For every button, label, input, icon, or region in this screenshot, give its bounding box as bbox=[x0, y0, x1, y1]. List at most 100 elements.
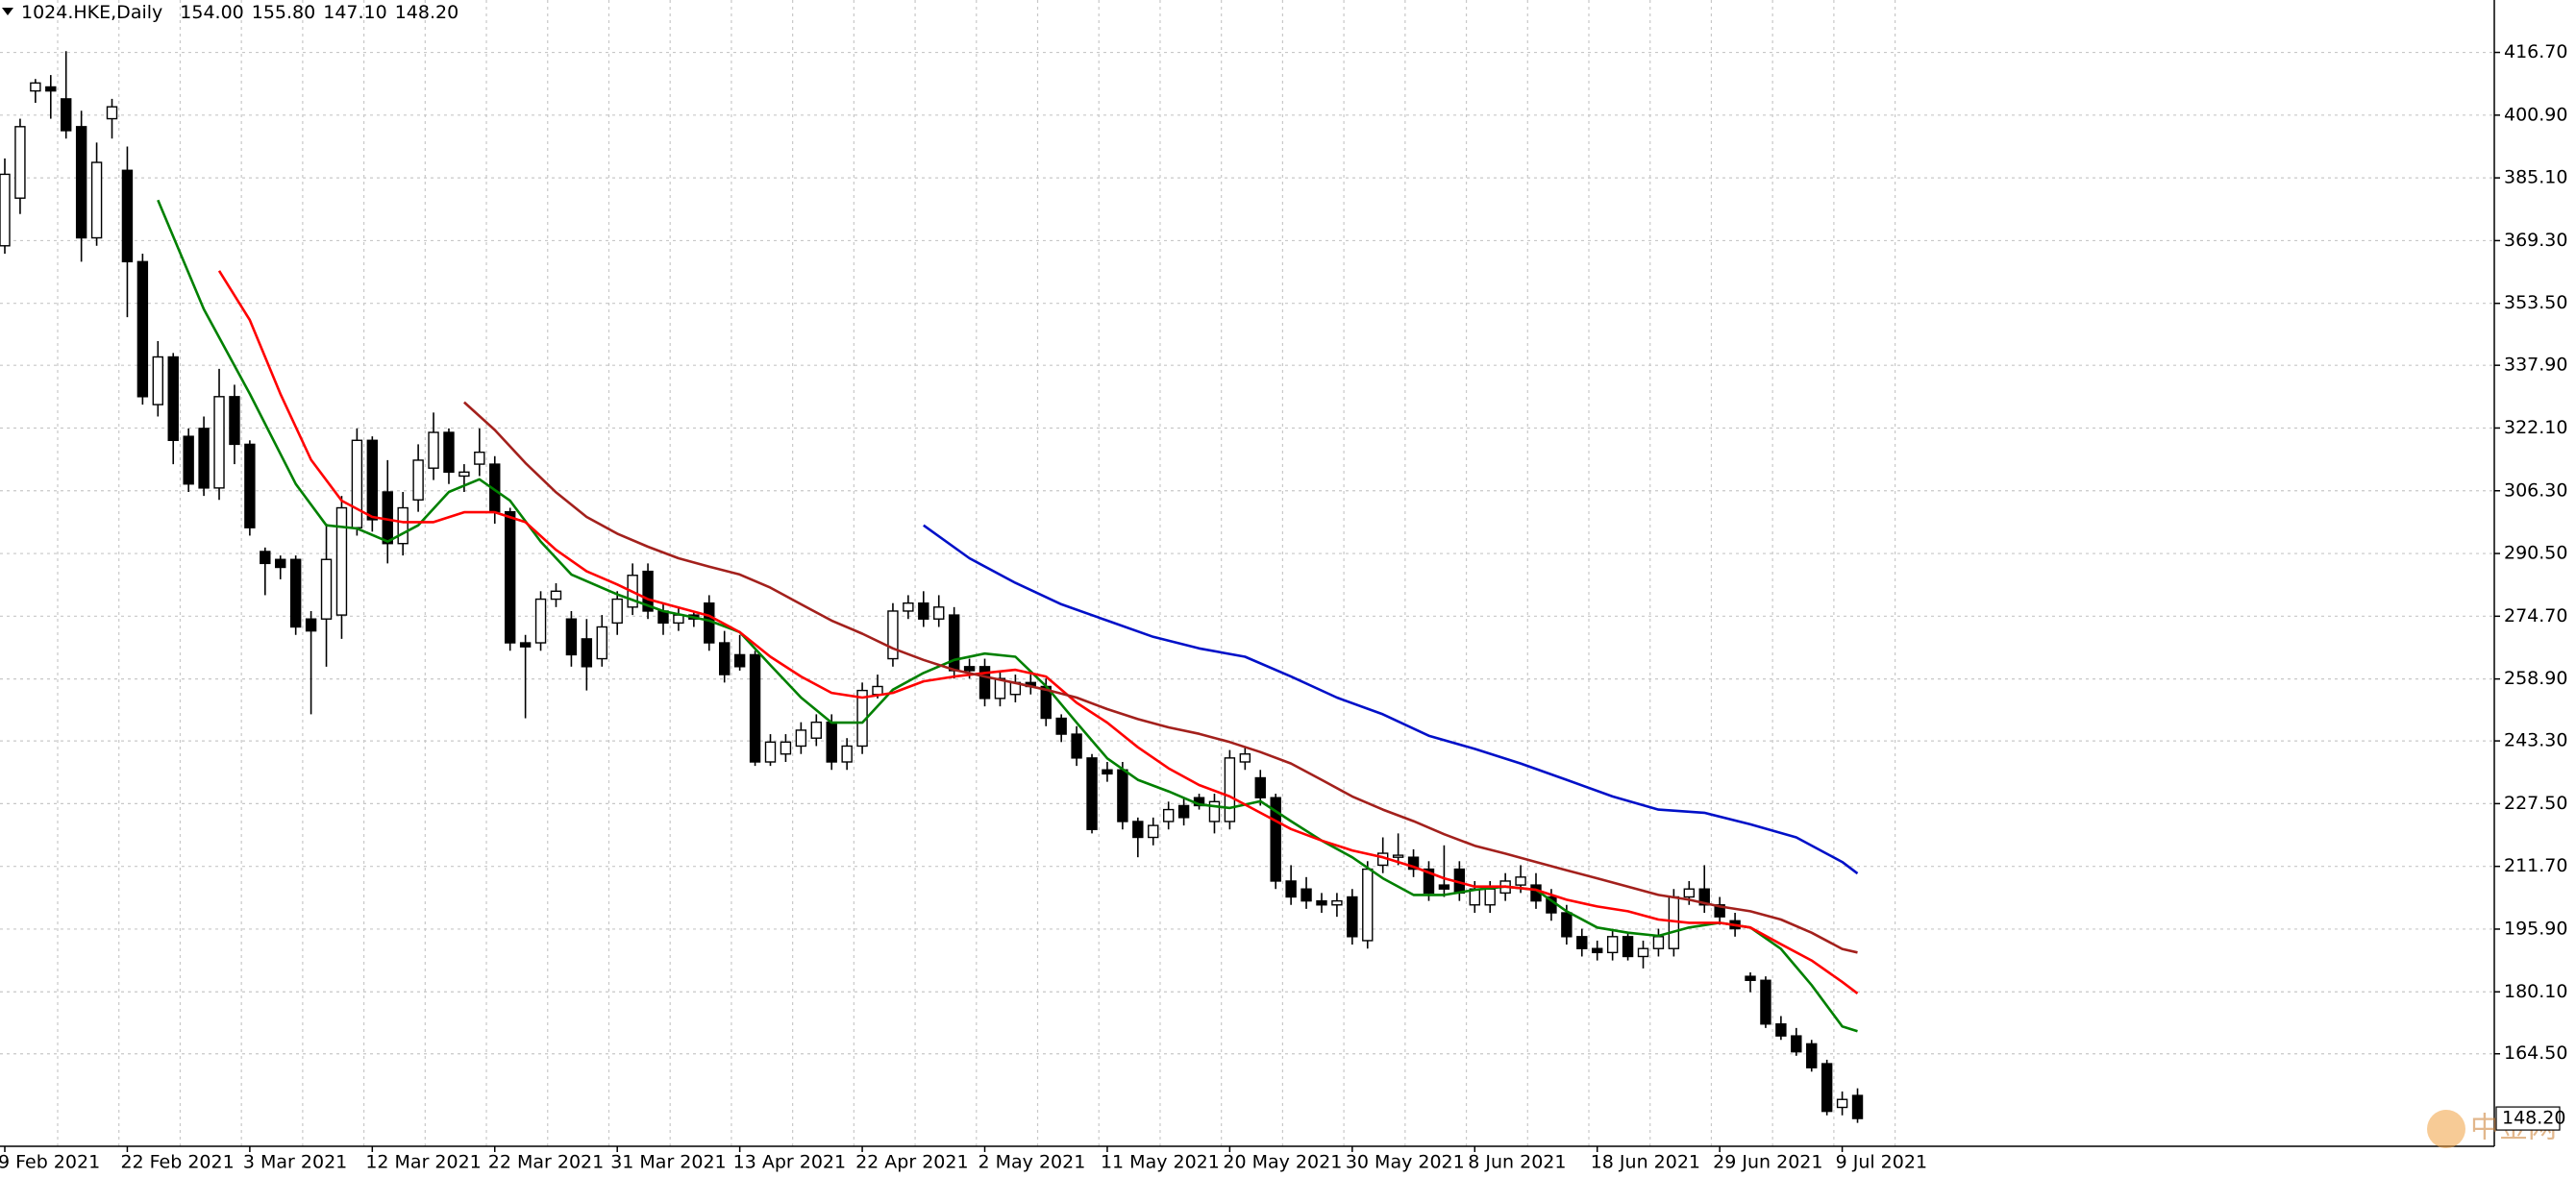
candle-body bbox=[1622, 936, 1634, 958]
last-price-box bbox=[2495, 1106, 2561, 1131]
candle-body bbox=[183, 435, 194, 485]
header-open: 154.00 bbox=[180, 2, 243, 23]
candle-body bbox=[534, 598, 547, 644]
x-tick-label: 11 May 2021 bbox=[1101, 1152, 1220, 1173]
y-tick-label: 164.50 bbox=[2504, 1043, 2567, 1064]
x-tick-label: 22 Mar 2021 bbox=[488, 1152, 604, 1173]
candle-body bbox=[1392, 854, 1404, 858]
y-tick-label: 416.70 bbox=[2504, 41, 2567, 62]
x-tick-label: 31 Mar 2021 bbox=[610, 1152, 726, 1173]
chart-title: 1024.HKE,Daily bbox=[21, 2, 162, 23]
candle-body bbox=[504, 510, 516, 644]
watermark-logo bbox=[2427, 1110, 2465, 1148]
candle-body bbox=[642, 570, 654, 612]
y-tick-label: 290.50 bbox=[2504, 543, 2567, 564]
candle-body bbox=[136, 260, 149, 398]
candle-body bbox=[1086, 757, 1098, 830]
candle-body bbox=[1652, 936, 1665, 949]
candle-body bbox=[1836, 1098, 1848, 1109]
grid bbox=[0, 0, 2494, 1146]
x-tick-label: 18 Jun 2021 bbox=[1591, 1152, 1700, 1173]
y-tick-label: 322.10 bbox=[2504, 417, 2567, 438]
candle-body bbox=[1270, 797, 1281, 882]
candle-body bbox=[1438, 884, 1450, 890]
x-tick-label: 29 Jun 2021 bbox=[1713, 1152, 1822, 1173]
candle-body bbox=[1576, 936, 1588, 949]
candle-body bbox=[1637, 947, 1649, 958]
candle-body bbox=[260, 551, 271, 565]
header-icon bbox=[2, 8, 13, 15]
candle-body bbox=[1208, 800, 1221, 822]
y-tick-label: 180.10 bbox=[2504, 981, 2567, 1002]
candle-body bbox=[519, 642, 532, 648]
candle-body bbox=[1239, 753, 1251, 763]
candle-body bbox=[611, 598, 623, 625]
candle-body bbox=[1331, 899, 1343, 906]
y-tick-label: 369.30 bbox=[2504, 230, 2567, 251]
plot bbox=[0, 51, 1864, 1123]
candle-body bbox=[826, 721, 837, 763]
candle-body bbox=[795, 729, 807, 748]
candle-body bbox=[1254, 776, 1266, 798]
moving-average bbox=[463, 401, 1858, 954]
x-tick-label: 9 Feb 2021 bbox=[0, 1152, 100, 1173]
candle-body bbox=[1316, 899, 1327, 906]
candle-body bbox=[1055, 717, 1067, 735]
candle-body bbox=[90, 161, 103, 239]
candle-body bbox=[305, 618, 317, 632]
y-tick-label: 337.90 bbox=[2504, 355, 2567, 376]
candle-body bbox=[1102, 769, 1113, 775]
candle-body bbox=[596, 626, 607, 660]
x-tick-label: 12 Mar 2021 bbox=[365, 1152, 481, 1173]
candle-body bbox=[1561, 912, 1573, 938]
candle-body bbox=[275, 558, 286, 569]
candle-body bbox=[887, 610, 899, 660]
candle-body bbox=[933, 606, 945, 620]
candle-body bbox=[443, 431, 455, 474]
header-high: 155.80 bbox=[252, 2, 315, 23]
y-tick-label: 195.90 bbox=[2504, 918, 2567, 939]
moving-average bbox=[157, 199, 1858, 1033]
candle-body bbox=[1592, 947, 1603, 954]
y-tick-label: 306.30 bbox=[2504, 479, 2567, 501]
candle-body bbox=[733, 653, 746, 668]
y-tick-label: 353.50 bbox=[2504, 292, 2567, 313]
candle-body bbox=[167, 356, 179, 441]
candle-body bbox=[1132, 821, 1144, 839]
header-low: 147.10 bbox=[323, 2, 386, 23]
y-tick-label: 274.70 bbox=[2504, 605, 2567, 626]
candle-body bbox=[121, 169, 134, 263]
candle-body bbox=[61, 98, 72, 132]
x-tick-label: 8 Jun 2021 bbox=[1468, 1152, 1566, 1173]
candle-body bbox=[1714, 904, 1725, 918]
candle-body bbox=[978, 666, 991, 699]
candle-body bbox=[45, 86, 57, 92]
candle-body bbox=[1117, 769, 1128, 822]
candle-body bbox=[1071, 733, 1082, 759]
x-tick-label: 20 May 2021 bbox=[1223, 1152, 1342, 1173]
candle-body bbox=[458, 471, 470, 478]
candle-body bbox=[198, 428, 210, 489]
candle-body bbox=[351, 439, 363, 528]
candle-body bbox=[75, 126, 87, 239]
candle-body bbox=[903, 601, 914, 612]
candle-body bbox=[1698, 888, 1710, 906]
y-tick-label: 243.30 bbox=[2504, 730, 2567, 751]
candle-body bbox=[581, 638, 593, 668]
x-tick-label: 30 May 2021 bbox=[1346, 1152, 1465, 1173]
candle-body bbox=[244, 443, 256, 528]
candle-body bbox=[764, 741, 777, 763]
candle-body bbox=[1347, 896, 1358, 938]
x-tick-label: 13 Apr 2021 bbox=[733, 1152, 846, 1173]
candle-body bbox=[1791, 1035, 1802, 1053]
candle-body bbox=[397, 506, 409, 545]
candle-body bbox=[719, 642, 731, 675]
candle-body bbox=[320, 558, 333, 620]
candle-body bbox=[289, 558, 302, 628]
candle-body bbox=[229, 396, 240, 446]
candle-body bbox=[1821, 1063, 1833, 1113]
candle-body bbox=[872, 685, 883, 696]
candle-body bbox=[963, 666, 976, 672]
candle-body bbox=[1851, 1094, 1864, 1119]
